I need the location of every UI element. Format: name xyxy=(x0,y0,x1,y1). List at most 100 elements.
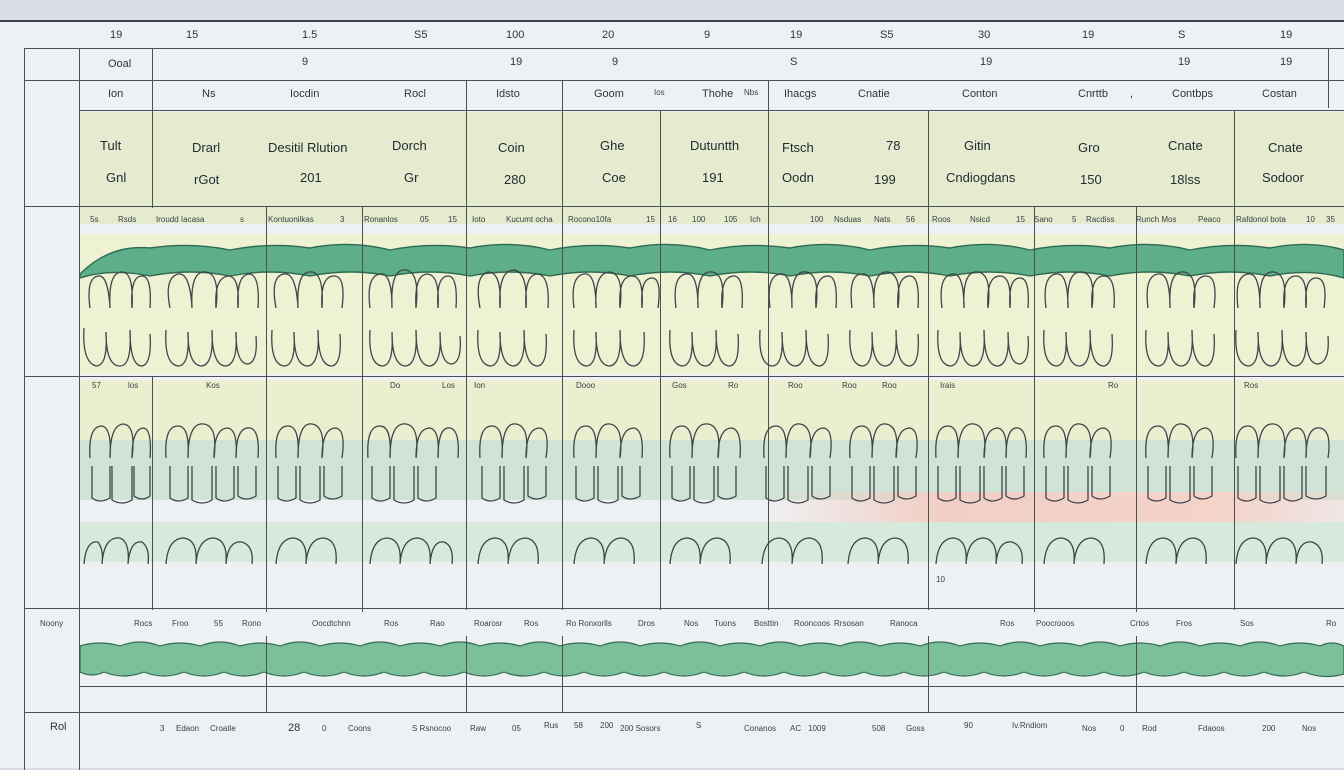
header-title: Ghe xyxy=(600,138,625,153)
column-header: Conton xyxy=(962,88,998,100)
column-divider xyxy=(1136,206,1138,612)
bottom-value: 508 xyxy=(872,724,886,733)
lower-teeth-row-middle xyxy=(91,466,1327,504)
column-divider xyxy=(1328,48,1330,108)
tooth-label: 15 xyxy=(1016,215,1025,224)
tooth-label: 100 xyxy=(810,215,824,224)
tooth-label: 15 xyxy=(448,215,457,224)
tooth-label: Gos xyxy=(672,381,687,390)
cell-value: S5 xyxy=(880,29,894,41)
bottom-value: S Rsnocoo xyxy=(412,724,452,733)
cell-value: 19 xyxy=(510,56,523,68)
header-title: Dorch xyxy=(392,138,427,153)
row-divider xyxy=(24,376,1344,378)
gum-strip xyxy=(80,641,1344,678)
header-subtitle: Cndiogdans xyxy=(946,170,1016,185)
strip-label: Poocrooos xyxy=(1036,619,1075,628)
bottom-value: AC xyxy=(790,724,802,733)
column-divider xyxy=(152,48,154,208)
column-divider xyxy=(768,80,770,610)
tooth-label: Nsduas xyxy=(834,215,862,224)
header-title: Cnate xyxy=(1168,138,1203,153)
bottom-value: 0 xyxy=(322,724,327,733)
bottom-value: 200 xyxy=(1262,724,1276,733)
strip-label: Ro xyxy=(1326,619,1337,628)
header-subtitle: Oodn xyxy=(782,170,814,185)
lower-molars-row xyxy=(83,537,1323,565)
column-divider xyxy=(266,206,268,612)
bottom-value: 0 xyxy=(1120,724,1125,733)
column-header: Rocl xyxy=(404,88,427,100)
cell-value: 19 xyxy=(790,29,803,41)
tooth-label: Dooo xyxy=(576,381,596,390)
header-subtitle: 199 xyxy=(874,172,896,187)
header-subtitle: Sodoor xyxy=(1262,170,1304,185)
tooth-label: Kos xyxy=(206,381,220,390)
row-divider xyxy=(24,712,1344,714)
cell-value: 20 xyxy=(602,29,615,41)
column-header: Idsto xyxy=(496,88,520,100)
strip-label: Dros xyxy=(638,619,655,628)
bottom-value: Rod xyxy=(1142,724,1157,733)
cell-value: S5 xyxy=(414,29,428,41)
column-header: Ns xyxy=(202,88,216,100)
tooth-label: 05 xyxy=(420,215,429,224)
column-divider xyxy=(562,80,564,610)
tooth-label: Sano xyxy=(1034,215,1053,224)
header-title: Drarl xyxy=(192,140,221,155)
header-subtitle: 280 xyxy=(504,172,526,187)
column-header: Nbs xyxy=(744,88,759,97)
tooth-label: Runch Mos xyxy=(1136,215,1177,224)
column-divider xyxy=(466,80,468,610)
tooth-label: 10 xyxy=(936,575,945,584)
strip-label: Bosttin xyxy=(754,619,779,628)
column-divider xyxy=(928,110,930,610)
header-subtitle: 18lss xyxy=(1170,172,1201,187)
header-title: Ftsch xyxy=(782,140,814,155)
header-title: Coin xyxy=(498,140,525,155)
column-header: Ion xyxy=(108,88,124,100)
tooth-label: los xyxy=(128,381,139,390)
column-header: Thohe xyxy=(702,88,734,100)
header-subtitle: Gnl xyxy=(106,170,127,185)
cell-value: 30 xyxy=(978,29,991,41)
tooth-label: Ros xyxy=(1244,381,1259,390)
strip-label: Sos xyxy=(1240,619,1254,628)
tooth-label: Nsicd xyxy=(970,215,991,224)
tooth-label: Kontuonilkas xyxy=(268,215,314,224)
tooth-label: Nats xyxy=(874,215,891,224)
header-subtitle: Coe xyxy=(602,170,626,185)
header-title: Gitin xyxy=(964,138,991,153)
bottom-value: Edaon xyxy=(176,724,200,733)
bottom-value: Nos xyxy=(1302,724,1317,733)
tooth-label: 5s xyxy=(90,215,99,224)
tooth-label: 10 xyxy=(1306,215,1315,224)
header-subtitle: Gr xyxy=(404,170,419,185)
tooth-label: Ronanlos xyxy=(364,215,398,224)
tooth-label: Roo xyxy=(842,381,857,390)
lower-tooth-band-mint xyxy=(80,440,1344,500)
header-subtitle: rGot xyxy=(194,172,220,187)
column-divider xyxy=(1136,636,1138,712)
column-divider xyxy=(24,48,26,770)
header-title: Cnate xyxy=(1268,140,1303,155)
bottom-value: 200 Sosors xyxy=(620,724,661,733)
bottom-value: 1009 xyxy=(808,724,826,733)
row-divider xyxy=(80,686,1344,688)
strip-label: Rao xyxy=(430,619,445,628)
column-divider xyxy=(660,110,662,610)
lower-tooth-band-yellow xyxy=(80,380,1344,440)
cell-value: 9 xyxy=(704,29,711,41)
column-divider xyxy=(79,48,81,770)
tooth-label: Racdiss xyxy=(1086,215,1115,224)
tooth-label: Irais xyxy=(940,381,956,390)
column-divider xyxy=(1034,206,1036,612)
header-title: Desitil Rlution xyxy=(268,140,348,155)
cell-value: S xyxy=(790,56,798,68)
upper-teeth-row xyxy=(88,269,1326,309)
tooth-label: 57 xyxy=(92,381,101,390)
header-title: 78 xyxy=(886,138,901,153)
bottom-value: 200 xyxy=(600,721,614,730)
strip-label: Tuons xyxy=(714,619,736,628)
tooth-label: 56 xyxy=(906,215,915,224)
